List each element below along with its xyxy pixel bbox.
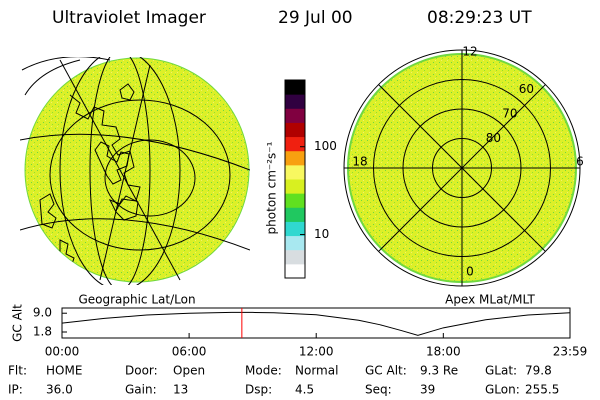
- mlt-label: 6: [576, 155, 584, 169]
- status-value: HOME: [46, 364, 82, 378]
- color-step: [285, 221, 305, 237]
- color-step: [285, 249, 305, 265]
- color-step: [285, 263, 305, 279]
- lat-ring-label: 80: [486, 131, 501, 145]
- color-step: [285, 193, 305, 208]
- status-label: GC Alt:: [365, 364, 407, 378]
- status-label: Door:: [125, 364, 158, 378]
- lat-ring-label: 70: [502, 107, 517, 121]
- status-label: Dsp:: [245, 383, 272, 397]
- time: 08:29:23 UT: [427, 8, 532, 28]
- lat-ring: [373, 79, 551, 257]
- colorbar-tick-label: 100: [314, 139, 337, 153]
- status-value: Open: [173, 364, 205, 378]
- color-step: [285, 122, 305, 138]
- color-step: [285, 164, 305, 180]
- mlt-label: 12: [462, 45, 477, 59]
- mlt-label: 18: [352, 155, 367, 169]
- lat-ring: [402, 108, 522, 228]
- status-value: 4.5: [295, 383, 314, 397]
- status-label: GLon:: [485, 383, 520, 397]
- title: Ultraviolet Imager: [52, 8, 206, 28]
- x-tick-label: 00:00: [45, 345, 80, 359]
- status-value: 13: [173, 383, 188, 397]
- x-tick-label: 06:00: [172, 345, 207, 359]
- lat-ring-label: 60: [519, 82, 534, 96]
- color-step: [285, 80, 305, 95]
- alt-ylabel: GC Alt: [11, 304, 25, 342]
- lat-ring: [432, 138, 492, 198]
- color-step: [285, 136, 305, 152]
- status-label: Flt:: [8, 364, 27, 378]
- status-value: 36.0: [46, 383, 73, 397]
- status-label: Mode:: [245, 364, 282, 378]
- status-value: 255.5: [525, 383, 559, 397]
- status-value: Normal: [295, 364, 338, 378]
- colorbar-label: photon cm⁻²s⁻¹: [265, 141, 279, 234]
- status-label: Gain:: [125, 383, 157, 397]
- status-value: 79.8: [525, 364, 552, 378]
- apex-label: Apex MLat/MLT: [445, 293, 535, 307]
- color-step: [285, 207, 305, 222]
- status-value: 39: [420, 383, 435, 397]
- altitude-line: [61, 311, 571, 336]
- date: 29 Jul 00: [278, 8, 353, 28]
- mlt-label: 0: [466, 265, 474, 279]
- status-value: 9.3 Re: [420, 364, 458, 378]
- geo-map: [20, 57, 250, 285]
- status-label: GLat:: [485, 364, 517, 378]
- x-tick-label: 23:59: [553, 345, 588, 359]
- y-tick-label: 1.8: [33, 325, 52, 339]
- colorbar-tick-label: 10: [314, 227, 329, 241]
- mlt-line: [378, 84, 546, 252]
- y-tick-label: 9.0: [33, 306, 52, 320]
- x-tick-label: 18:00: [426, 345, 461, 359]
- status-label: IP:: [8, 383, 23, 397]
- geo-disk: [24, 57, 250, 283]
- geo-label: Geographic Lat/Lon: [78, 293, 195, 307]
- color-step: [285, 94, 305, 109]
- geo-grid: [20, 57, 250, 285]
- color-step: [285, 150, 305, 166]
- color-step: [285, 235, 305, 251]
- color-step: [285, 108, 305, 123]
- color-step: [285, 179, 305, 194]
- colorbar-frame: [284, 79, 306, 279]
- status-label: Seq:: [365, 383, 392, 397]
- x-tick-label: 12:00: [299, 345, 334, 359]
